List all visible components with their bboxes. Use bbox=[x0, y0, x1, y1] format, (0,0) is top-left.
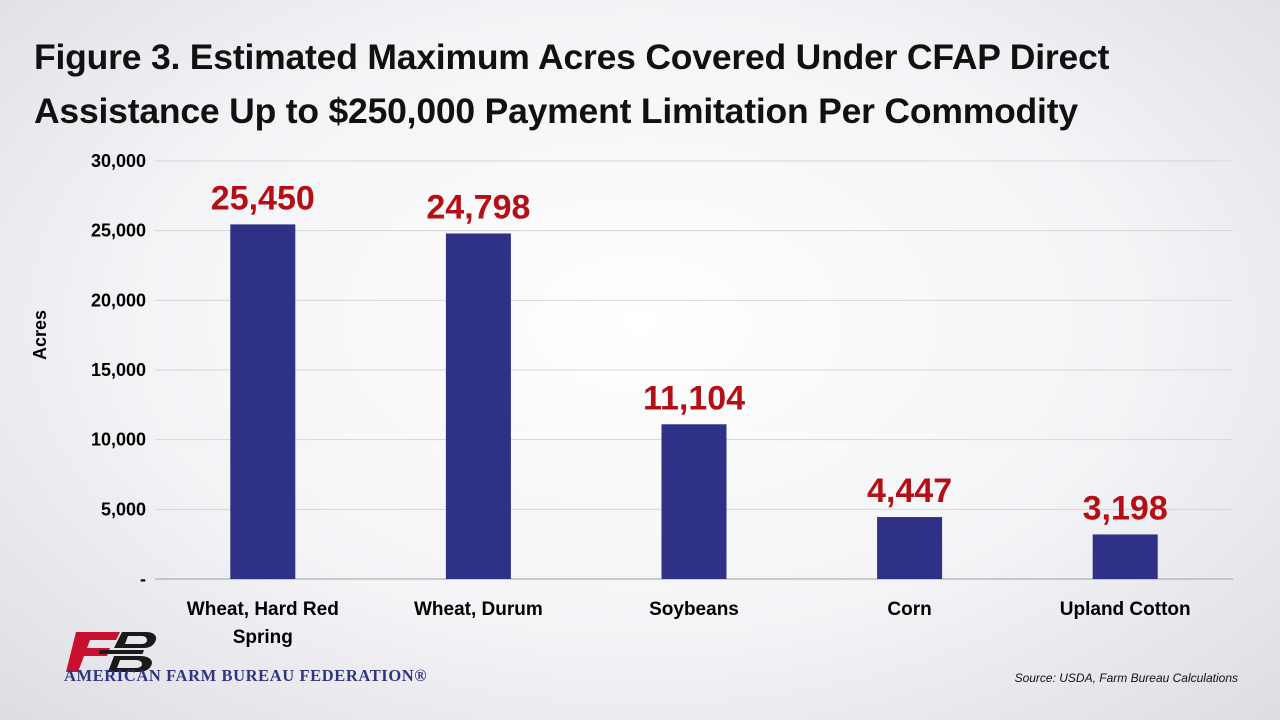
organization-name: AMERICAN FARM BUREAU FEDERATION® bbox=[64, 666, 428, 685]
farm-bureau-fb-logo-icon bbox=[66, 632, 157, 672]
bar bbox=[230, 224, 296, 579]
bar-value-label: 25,450 bbox=[211, 179, 315, 217]
bar-value-label: 11,104 bbox=[643, 379, 745, 417]
y-tick-label: 15,000 bbox=[91, 360, 146, 380]
y-tick-label: 20,000 bbox=[91, 290, 146, 310]
y-tick-label: 25,000 bbox=[91, 221, 146, 241]
y-tick-label: 30,000 bbox=[91, 151, 146, 171]
bar-value-label: 3,198 bbox=[1083, 489, 1168, 527]
bar bbox=[877, 517, 943, 579]
chart-title: Figure 3. Estimated Maximum Acres Covere… bbox=[34, 37, 1110, 131]
y-tick-label: 5,000 bbox=[101, 499, 146, 519]
y-tick-label: 10,000 bbox=[91, 430, 146, 450]
category-label: Upland Cotton bbox=[1060, 599, 1191, 620]
y-axis-label: Acres bbox=[30, 309, 50, 360]
category-label: Wheat, Hard Red bbox=[187, 599, 339, 620]
y-tick-label: - bbox=[140, 569, 146, 589]
bars bbox=[230, 224, 1158, 579]
data-labels: 25,450 24,798 11,104 4,447 3,198 bbox=[211, 179, 1168, 527]
category-label: Wheat, Durum bbox=[414, 599, 543, 620]
bar bbox=[1092, 534, 1158, 579]
bar bbox=[445, 233, 511, 579]
bar bbox=[661, 424, 727, 579]
category-label: Soybeans bbox=[649, 599, 739, 620]
category-labels: Wheat, Hard Red Spring Wheat, Durum Soybean… bbox=[187, 599, 1191, 648]
category-label: Corn bbox=[887, 599, 931, 620]
bar-value-label: 24,798 bbox=[426, 188, 530, 226]
bar-value-label: 4,447 bbox=[867, 472, 952, 510]
category-label: Spring bbox=[233, 627, 293, 648]
y-axis-ticks: - 5,000 10,000 15,000 20,000 25,000 30,000 bbox=[91, 151, 146, 589]
source-note: Source: USDA, Farm Bureau Calculations bbox=[1014, 671, 1238, 685]
